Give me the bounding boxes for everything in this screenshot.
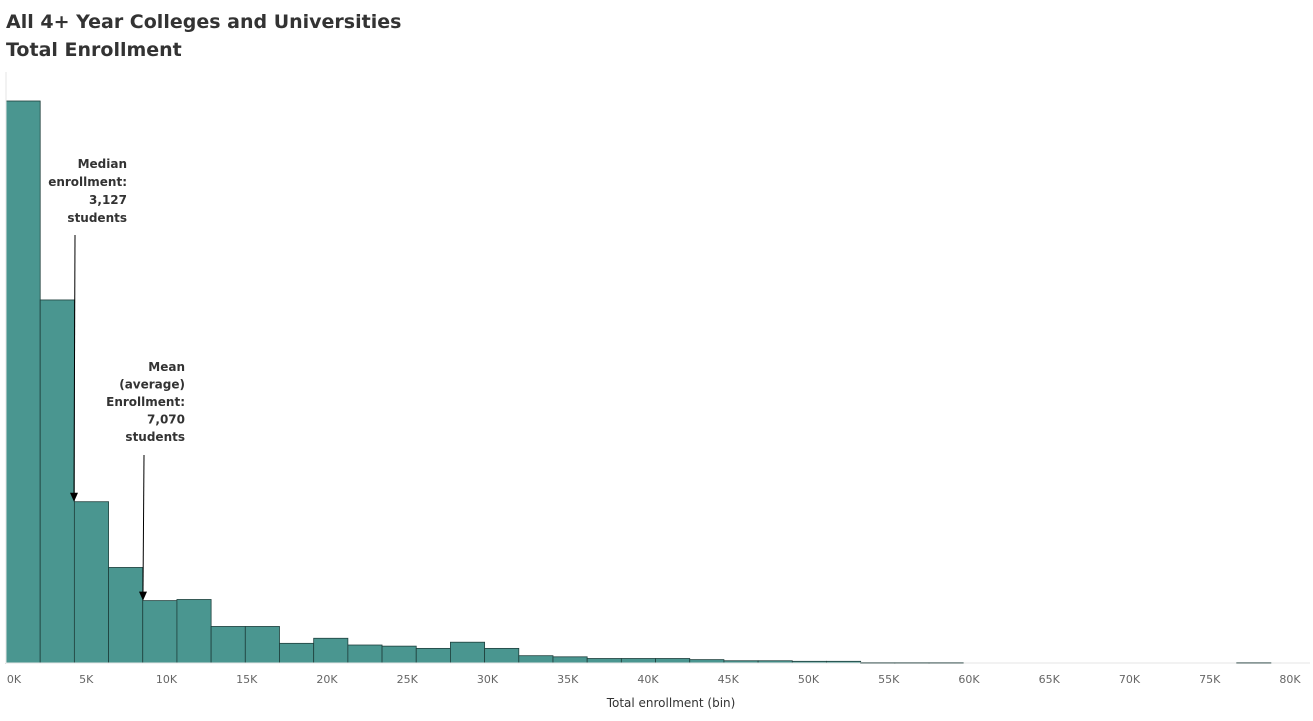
median-annotation: Median enrollment: 3,127 students <box>48 157 127 502</box>
histogram-bar-5 <box>176 599 212 664</box>
x-axis-label: Total enrollment (bin) <box>606 696 736 710</box>
annotation-line-1: (average) <box>119 378 185 392</box>
histogram-bar-13 <box>450 641 486 664</box>
histogram-bar-3 <box>108 567 144 664</box>
histogram-bar-0 <box>5 100 41 664</box>
annotation-arrow <box>73 234 76 494</box>
histogram-bar-16 <box>552 656 588 664</box>
x-tick-label-0: 0K <box>7 673 22 686</box>
histogram-bar-20 <box>689 659 725 664</box>
x-tick-label-6: 30K <box>477 673 499 686</box>
histogram-bar-10 <box>347 644 383 664</box>
x-tick-label-5: 25K <box>397 673 419 686</box>
histogram-bar-8 <box>279 642 315 664</box>
annotation-line-0: Median <box>78 157 127 171</box>
x-tick-label-2: 10K <box>156 673 178 686</box>
x-tick-label-12: 60K <box>958 673 980 686</box>
annotation-line-2: 3,127 <box>89 193 127 207</box>
annotation-arrowhead <box>139 591 147 601</box>
x-tick-label-9: 45K <box>718 673 740 686</box>
histogram-bar-1 <box>39 299 75 664</box>
mean-annotation: Mean (average) Enrollment: 7,070 students <box>106 360 185 601</box>
histogram-bar-15 <box>518 655 554 664</box>
histogram-bar-19 <box>655 658 691 664</box>
histogram-bar-9 <box>313 637 349 664</box>
histogram-bar-6 <box>210 626 246 664</box>
x-tick-label-3: 15K <box>236 673 258 686</box>
chart-title-line1: All 4+ Year Colleges and Universities <box>6 11 402 33</box>
histogram-bar-18 <box>620 658 656 664</box>
x-tick-labels: 0K 5K 10K 15K 20K 25K 30K 35K 40K 45K 50K 55K 60K 65K… <box>7 673 1301 686</box>
x-tick-label-8: 40K <box>637 673 659 686</box>
histogram-bar-7 <box>244 626 280 664</box>
histogram-bar-2 <box>73 501 109 664</box>
bars-group <box>5 100 1272 664</box>
x-tick-label-4: 20K <box>316 673 338 686</box>
annotation-line-3: students <box>67 211 127 225</box>
annotation-line-3: 7,070 <box>147 413 185 427</box>
x-tick-label-14: 70K <box>1119 673 1141 686</box>
chart-title: All 4+ Year Colleges and Universities To… <box>6 8 401 64</box>
annotation-arrow <box>142 454 145 593</box>
annotation-line-0: Mean <box>148 360 185 374</box>
annotations-group: Median enrollment: 3,127 students Mean (avera… <box>48 157 185 601</box>
histogram-bar-4 <box>142 600 178 664</box>
x-tick-label-11: 55K <box>878 673 900 686</box>
x-tick-label-13: 65K <box>1039 673 1061 686</box>
annotation-arrowhead <box>70 492 78 502</box>
annotation-line-4: students <box>125 430 185 444</box>
x-tick-label-1: 5K <box>79 673 94 686</box>
histogram-bar-14 <box>484 647 520 664</box>
chart-title-line2: Total Enrollment <box>6 39 182 61</box>
x-tick-label-10: 50K <box>798 673 820 686</box>
annotation-line-2: Enrollment: <box>106 395 185 409</box>
histogram-bar-17 <box>586 658 622 664</box>
x-tick-label-15: 75K <box>1199 673 1221 686</box>
x-tick-label-7: 35K <box>557 673 579 686</box>
x-tick-label-16: 80K <box>1279 673 1301 686</box>
histogram-bar-11 <box>381 645 417 664</box>
histogram-bar-12 <box>415 647 451 664</box>
annotation-line-1: enrollment: <box>48 175 127 189</box>
